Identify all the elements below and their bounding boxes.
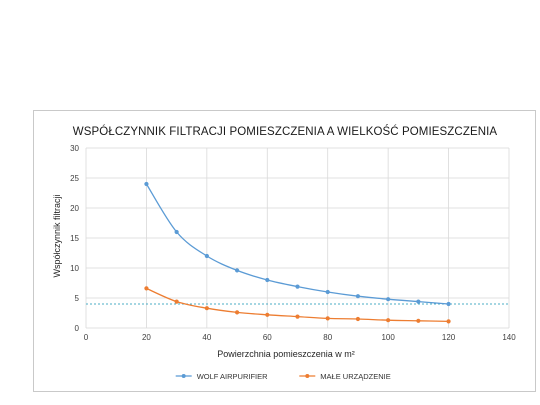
data-point: [386, 318, 391, 323]
legend: WOLF AIRPURIFIER MAŁE URZĄDZENIE: [175, 372, 391, 381]
legend-swatch-marker: [305, 374, 310, 378]
data-point: [174, 229, 179, 235]
x-tick-label: 0: [84, 333, 89, 342]
series-layer: [144, 181, 451, 324]
line-chart: WSPÓŁCZYNNIK FILTRACJI POMIESZCZENIA A W…: [52, 125, 516, 381]
grid-lines: [85, 147, 510, 329]
chart-frame: WSPÓŁCZYNNIK FILTRACJI POMIESZCZENIA A W…: [33, 110, 536, 392]
y-tick-label: 5: [75, 294, 80, 303]
legend-label: MAŁE URZĄDZENIE: [320, 372, 390, 381]
data-point: [325, 289, 330, 295]
data-point: [446, 319, 451, 324]
data-point: [204, 253, 209, 259]
data-point: [295, 314, 300, 319]
x-tick-label: 60: [263, 333, 272, 342]
data-point: [265, 312, 270, 317]
data-point: [295, 284, 300, 289]
y-axis-title: Współczynnik filtracji: [52, 194, 62, 277]
legend-swatch-marker: [181, 374, 186, 378]
y-tick-label: 30: [70, 144, 79, 153]
data-point: [355, 294, 361, 299]
x-tick-label: 40: [202, 333, 211, 342]
data-point: [204, 306, 209, 311]
x-tick-label: 100: [381, 333, 395, 342]
data-point: [416, 318, 421, 323]
data-point: [355, 316, 361, 322]
data-point: [234, 268, 240, 273]
chart-title: WSPÓŁCZYNNIK FILTRACJI POMIESZCZENIA A W…: [73, 125, 498, 138]
data-point: [416, 299, 421, 304]
x-tick-label: 140: [502, 333, 516, 342]
data-point: [144, 181, 149, 187]
x-tick-label: 20: [142, 333, 151, 342]
y-tick-label: 15: [70, 234, 79, 243]
data-point: [265, 277, 270, 283]
data-point: [174, 299, 179, 304]
y-tick-label: 20: [70, 204, 79, 213]
x-tick-label: 80: [323, 333, 332, 342]
x-tick-label: 120: [442, 333, 456, 342]
data-point: [325, 316, 330, 321]
data-point: [234, 310, 240, 315]
y-tick-label: 10: [70, 264, 79, 273]
data-point: [144, 286, 149, 291]
legend-label: WOLF AIRPURIFIER: [197, 372, 268, 381]
data-point: [386, 297, 391, 302]
y-tick-label: 25: [70, 174, 79, 183]
data-point: [446, 301, 451, 307]
y-tick-label: 0: [75, 324, 80, 333]
axes: 0 5 10 15 20 25 30 0 20 40 60 80 100 120 140: [70, 144, 516, 342]
x-axis-title: Powierzchnia pomieszczenia w m²: [217, 349, 355, 359]
